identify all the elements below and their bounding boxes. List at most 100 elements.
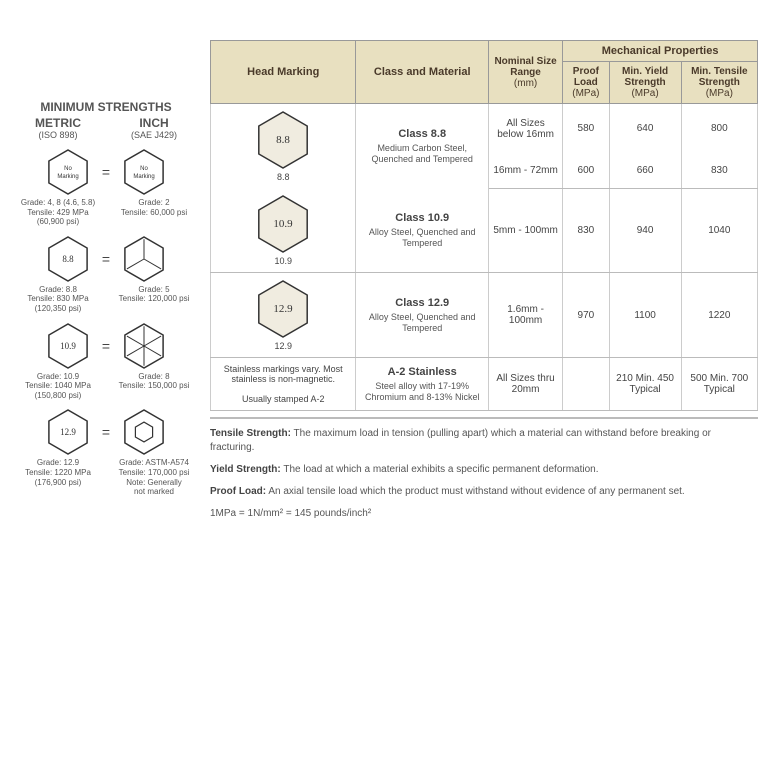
yield-cell: 660 bbox=[609, 154, 681, 188]
class-cell: Class 10.9Alloy Steel, Quenched and Temp… bbox=[356, 188, 489, 273]
table-row: 12.912.9Class 12.9Alloy Steel, Quenched … bbox=[211, 273, 758, 358]
equals-sign: = bbox=[96, 424, 116, 440]
svg-text:12.9: 12.9 bbox=[274, 303, 294, 315]
hexagon-icon bbox=[120, 235, 168, 283]
metric-grade-text: Grade: 12.9Tensile: 1220 MPa(176,900 psi… bbox=[10, 458, 106, 496]
hexagon-icon: 10.9 bbox=[253, 194, 313, 254]
inch-sub: (SAE J429) bbox=[106, 130, 202, 140]
th-yield: Min. Yield Strength (MPa) bbox=[609, 62, 681, 104]
th-nominal: Nominal Size Range (mm) bbox=[488, 41, 562, 104]
metric-grade-text: Grade: 4, 8 (4.6, 5.8)Tensile: 429 MPa(6… bbox=[10, 198, 106, 227]
yield-cell: 640 bbox=[609, 104, 681, 154]
size-cell: All Sizes below 16mm bbox=[488, 104, 562, 154]
th-class-material: Class and Material bbox=[356, 41, 489, 104]
equals-sign: = bbox=[96, 251, 116, 267]
hexagon-icon: 12.9 bbox=[253, 279, 313, 339]
metric-grade-text: Grade: 8.8Tensile: 830 MPa(120,350 psi) bbox=[10, 285, 106, 314]
equiv-labels: Grade: 12.9Tensile: 1220 MPa(176,900 psi… bbox=[10, 458, 202, 496]
main-content: Head Marking Class and Material Nominal … bbox=[210, 40, 758, 529]
yield-cell: 210 Min. 450 Typical bbox=[609, 358, 681, 411]
th-proof: Proof Load (MPa) bbox=[563, 62, 609, 104]
inch-hex bbox=[116, 322, 172, 370]
tensile-cell: 1040 bbox=[681, 188, 757, 273]
inch-hex: No Marking bbox=[116, 148, 172, 196]
equiv-labels: Grade: 10.9Tensile: 1040 MPa(150,800 psi… bbox=[10, 372, 202, 401]
metric-hex: 12.9 bbox=[40, 408, 96, 456]
svg-text:10.9: 10.9 bbox=[60, 341, 76, 351]
inch-grade-text: Grade: 5Tensile: 120,000 psi bbox=[106, 285, 202, 314]
tensile-cell: 800 bbox=[681, 104, 757, 154]
inch-grade-text: Grade: 8Tensile: 150,000 psi bbox=[106, 372, 202, 401]
svg-text:8.8: 8.8 bbox=[62, 254, 74, 264]
svg-text:No: No bbox=[140, 166, 148, 172]
inch-hex bbox=[116, 235, 172, 283]
proof-cell bbox=[563, 358, 609, 411]
def-yield: Yield Strength: The load at which a mate… bbox=[210, 463, 758, 477]
table-header: Head Marking Class and Material Nominal … bbox=[211, 41, 758, 104]
metric-label: METRIC bbox=[10, 116, 106, 130]
svg-text:Marking: Marking bbox=[133, 174, 154, 180]
metric-hex: 8.8 bbox=[40, 235, 96, 283]
hexagon-icon: 10.9 bbox=[44, 322, 92, 370]
hexagon-icon bbox=[120, 408, 168, 456]
th-tensile: Min. Tensile Strength (MPa) bbox=[681, 62, 757, 104]
proof-cell: 970 bbox=[563, 273, 609, 358]
metric-hex: 10.9 bbox=[40, 322, 96, 370]
tensile-cell: 1220 bbox=[681, 273, 757, 358]
class-cell: A-2 StainlessSteel alloy with 17-19% Chr… bbox=[356, 358, 489, 411]
marking-cell: 8.88.8 bbox=[211, 104, 356, 189]
metric-sub: (ISO 898) bbox=[10, 130, 106, 140]
inch-label: INCH bbox=[106, 116, 202, 130]
hexagon-icon bbox=[120, 322, 168, 370]
table-row: 8.88.8Class 8.8Medium Carbon Steel, Quen… bbox=[211, 104, 758, 154]
size-cell: 16mm - 72mm bbox=[488, 154, 562, 188]
metric-inch-header: METRIC (ISO 898) INCH (SAE J429) bbox=[10, 116, 202, 140]
size-cell: 5mm - 100mm bbox=[488, 188, 562, 273]
minimum-strengths-panel: MINIMUM STRENGTHS METRIC (ISO 898) INCH … bbox=[10, 40, 210, 529]
equiv-labels: Grade: 8.8Tensile: 830 MPa(120,350 psi) … bbox=[10, 285, 202, 314]
table-row: 10.910.9Class 10.9Alloy Steel, Quenched … bbox=[211, 188, 758, 273]
definitions: Tensile Strength: The maximum load in te… bbox=[210, 417, 758, 521]
hexagon-icon: No Marking bbox=[44, 148, 92, 196]
equiv-row: 10.9 = bbox=[10, 322, 202, 370]
hexagon-icon: No Marking bbox=[120, 148, 168, 196]
inch-grade-text: Grade: 2Tensile: 60,000 psi bbox=[106, 198, 202, 227]
page: MINIMUM STRENGTHS METRIC (ISO 898) INCH … bbox=[0, 0, 768, 569]
inch-grade-text: Grade: ASTM-A574Tensile: 170,000 psiNote… bbox=[106, 458, 202, 496]
hexagon-icon: 8.8 bbox=[44, 235, 92, 283]
marking-cell: 10.910.9 bbox=[211, 188, 356, 273]
svg-text:10.9: 10.9 bbox=[274, 218, 294, 230]
svg-text:8.8: 8.8 bbox=[276, 134, 290, 146]
equals-sign: = bbox=[96, 338, 116, 354]
def-proof: Proof Load: An axial tensile load which … bbox=[210, 485, 758, 499]
equiv-row: No Marking = No Marking bbox=[10, 148, 202, 196]
min-strengths-title: MINIMUM STRENGTHS bbox=[10, 100, 202, 114]
hexagon-icon: 12.9 bbox=[44, 408, 92, 456]
th-mechanical: Mechanical Properties bbox=[563, 41, 758, 62]
class-cell: Class 12.9Alloy Steel, Quenched and Temp… bbox=[356, 273, 489, 358]
svg-text:12.9: 12.9 bbox=[60, 427, 76, 437]
equiv-row: 8.8 = bbox=[10, 235, 202, 283]
marking-cell: 12.912.9 bbox=[211, 273, 356, 358]
tensile-cell: 830 bbox=[681, 154, 757, 188]
yield-cell: 940 bbox=[609, 188, 681, 273]
equiv-row: 12.9 = bbox=[10, 408, 202, 456]
inch-hex bbox=[116, 408, 172, 456]
class-cell: Class 8.8Medium Carbon Steel, Quenched a… bbox=[356, 104, 489, 189]
marking-cell: Stainless markings vary. Most stainless … bbox=[211, 358, 356, 411]
hexagon-icon: 8.8 bbox=[253, 110, 313, 170]
proof-cell: 600 bbox=[563, 154, 609, 188]
def-conversion: 1MPa = 1N/mm² = 145 pounds/inch² bbox=[210, 507, 758, 521]
tensile-cell: 500 Min. 700 Typical bbox=[681, 358, 757, 411]
svg-text:Marking: Marking bbox=[57, 174, 78, 180]
th-head-marking: Head Marking bbox=[211, 41, 356, 104]
equals-sign: = bbox=[96, 164, 116, 180]
equiv-labels: Grade: 4, 8 (4.6, 5.8)Tensile: 429 MPa(6… bbox=[10, 198, 202, 227]
proof-cell: 830 bbox=[563, 188, 609, 273]
strength-table: Head Marking Class and Material Nominal … bbox=[210, 40, 758, 411]
svg-text:No: No bbox=[64, 166, 72, 172]
size-cell: 1.6mm - 100mm bbox=[488, 273, 562, 358]
yield-cell: 1100 bbox=[609, 273, 681, 358]
metric-grade-text: Grade: 10.9Tensile: 1040 MPa(150,800 psi… bbox=[10, 372, 106, 401]
table-row: Stainless markings vary. Most stainless … bbox=[211, 358, 758, 411]
